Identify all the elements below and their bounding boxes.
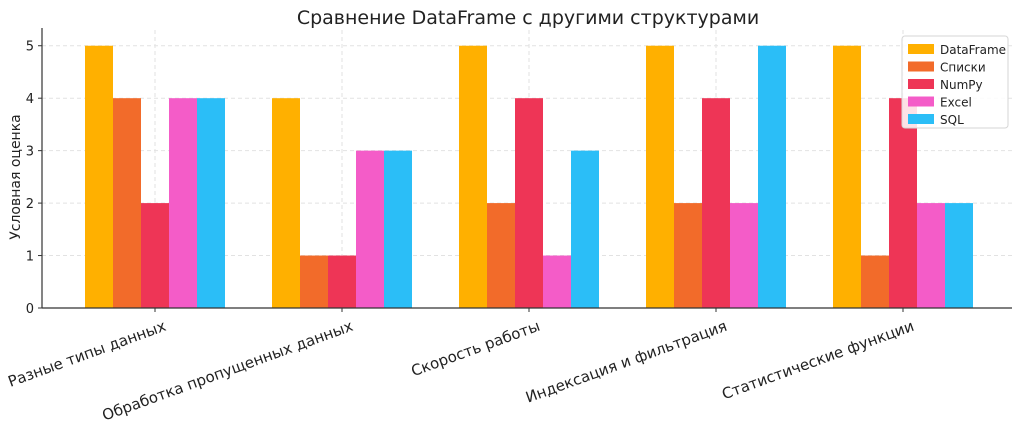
- legend-swatch: [908, 79, 934, 89]
- bar-SQL-3: [758, 45, 786, 309]
- y-tick-label: 5: [26, 40, 34, 55]
- legend-swatch: [908, 44, 934, 54]
- y-axis-label: Условная оценка: [8, 114, 24, 240]
- legend: DataFrame Списки NumPy Excel SQL: [901, 35, 1009, 129]
- y-ticks: 0 1 2 3 4 5: [26, 40, 42, 317]
- bar-Excel-0: [169, 98, 197, 308]
- legend-swatch: [908, 114, 934, 124]
- bar-SQL-0: [197, 98, 225, 308]
- legend-label: NumPy: [940, 78, 983, 92]
- legend-label: Excel: [940, 96, 972, 110]
- bars: [85, 45, 973, 309]
- bar-DataFrame-3: [646, 45, 674, 309]
- axes: [41, 28, 1012, 309]
- y-tick-label: 2: [26, 197, 34, 212]
- legend-swatch: [908, 61, 934, 72]
- bar-DataFrame-2: [459, 45, 487, 309]
- bar-SQL-1: [384, 150, 412, 308]
- bar-DataFrame-4: [833, 45, 861, 309]
- bar-DataFrame-1: [272, 98, 300, 308]
- bar-Списки-1: [300, 255, 328, 308]
- bar-Excel-4: [917, 203, 945, 308]
- bar-Excel-2: [543, 255, 571, 308]
- y-tick-label: 3: [26, 145, 34, 160]
- y-tick-label: 1: [26, 250, 34, 265]
- bar-Списки-0: [113, 98, 141, 308]
- y-tick-label: 4: [26, 92, 34, 107]
- legend-label: SQL: [940, 113, 964, 127]
- bar-NumPy-2: [515, 98, 543, 308]
- y-tick-label: 0: [26, 302, 34, 317]
- x-tick-label: Индексация и фильтрация: [523, 317, 729, 407]
- bar-Excel-3: [730, 203, 758, 308]
- bar-DataFrame-0: [85, 45, 113, 309]
- bar-NumPy-0: [141, 203, 169, 308]
- bar-NumPy-1: [328, 255, 356, 308]
- bar-Списки-4: [861, 255, 889, 308]
- chart-title: Сравнение DataFrame с другими структурам…: [297, 7, 759, 29]
- x-tick-label: Статистические функции: [719, 317, 916, 403]
- bar-Списки-3: [674, 203, 702, 308]
- x-tick-label: Разные типы данных: [6, 317, 169, 391]
- bar-Excel-1: [356, 150, 384, 308]
- bar-SQL-4: [945, 203, 973, 308]
- legend-swatch: [908, 96, 934, 107]
- legend-label: DataFrame: [940, 43, 1006, 57]
- bar-Списки-2: [487, 203, 515, 308]
- x-tick-label: Скорость работы: [409, 317, 543, 380]
- bar-NumPy-3: [702, 98, 730, 308]
- bar-SQL-2: [571, 150, 599, 308]
- legend-label: Списки: [940, 61, 986, 75]
- bar-NumPy-4: [889, 98, 917, 308]
